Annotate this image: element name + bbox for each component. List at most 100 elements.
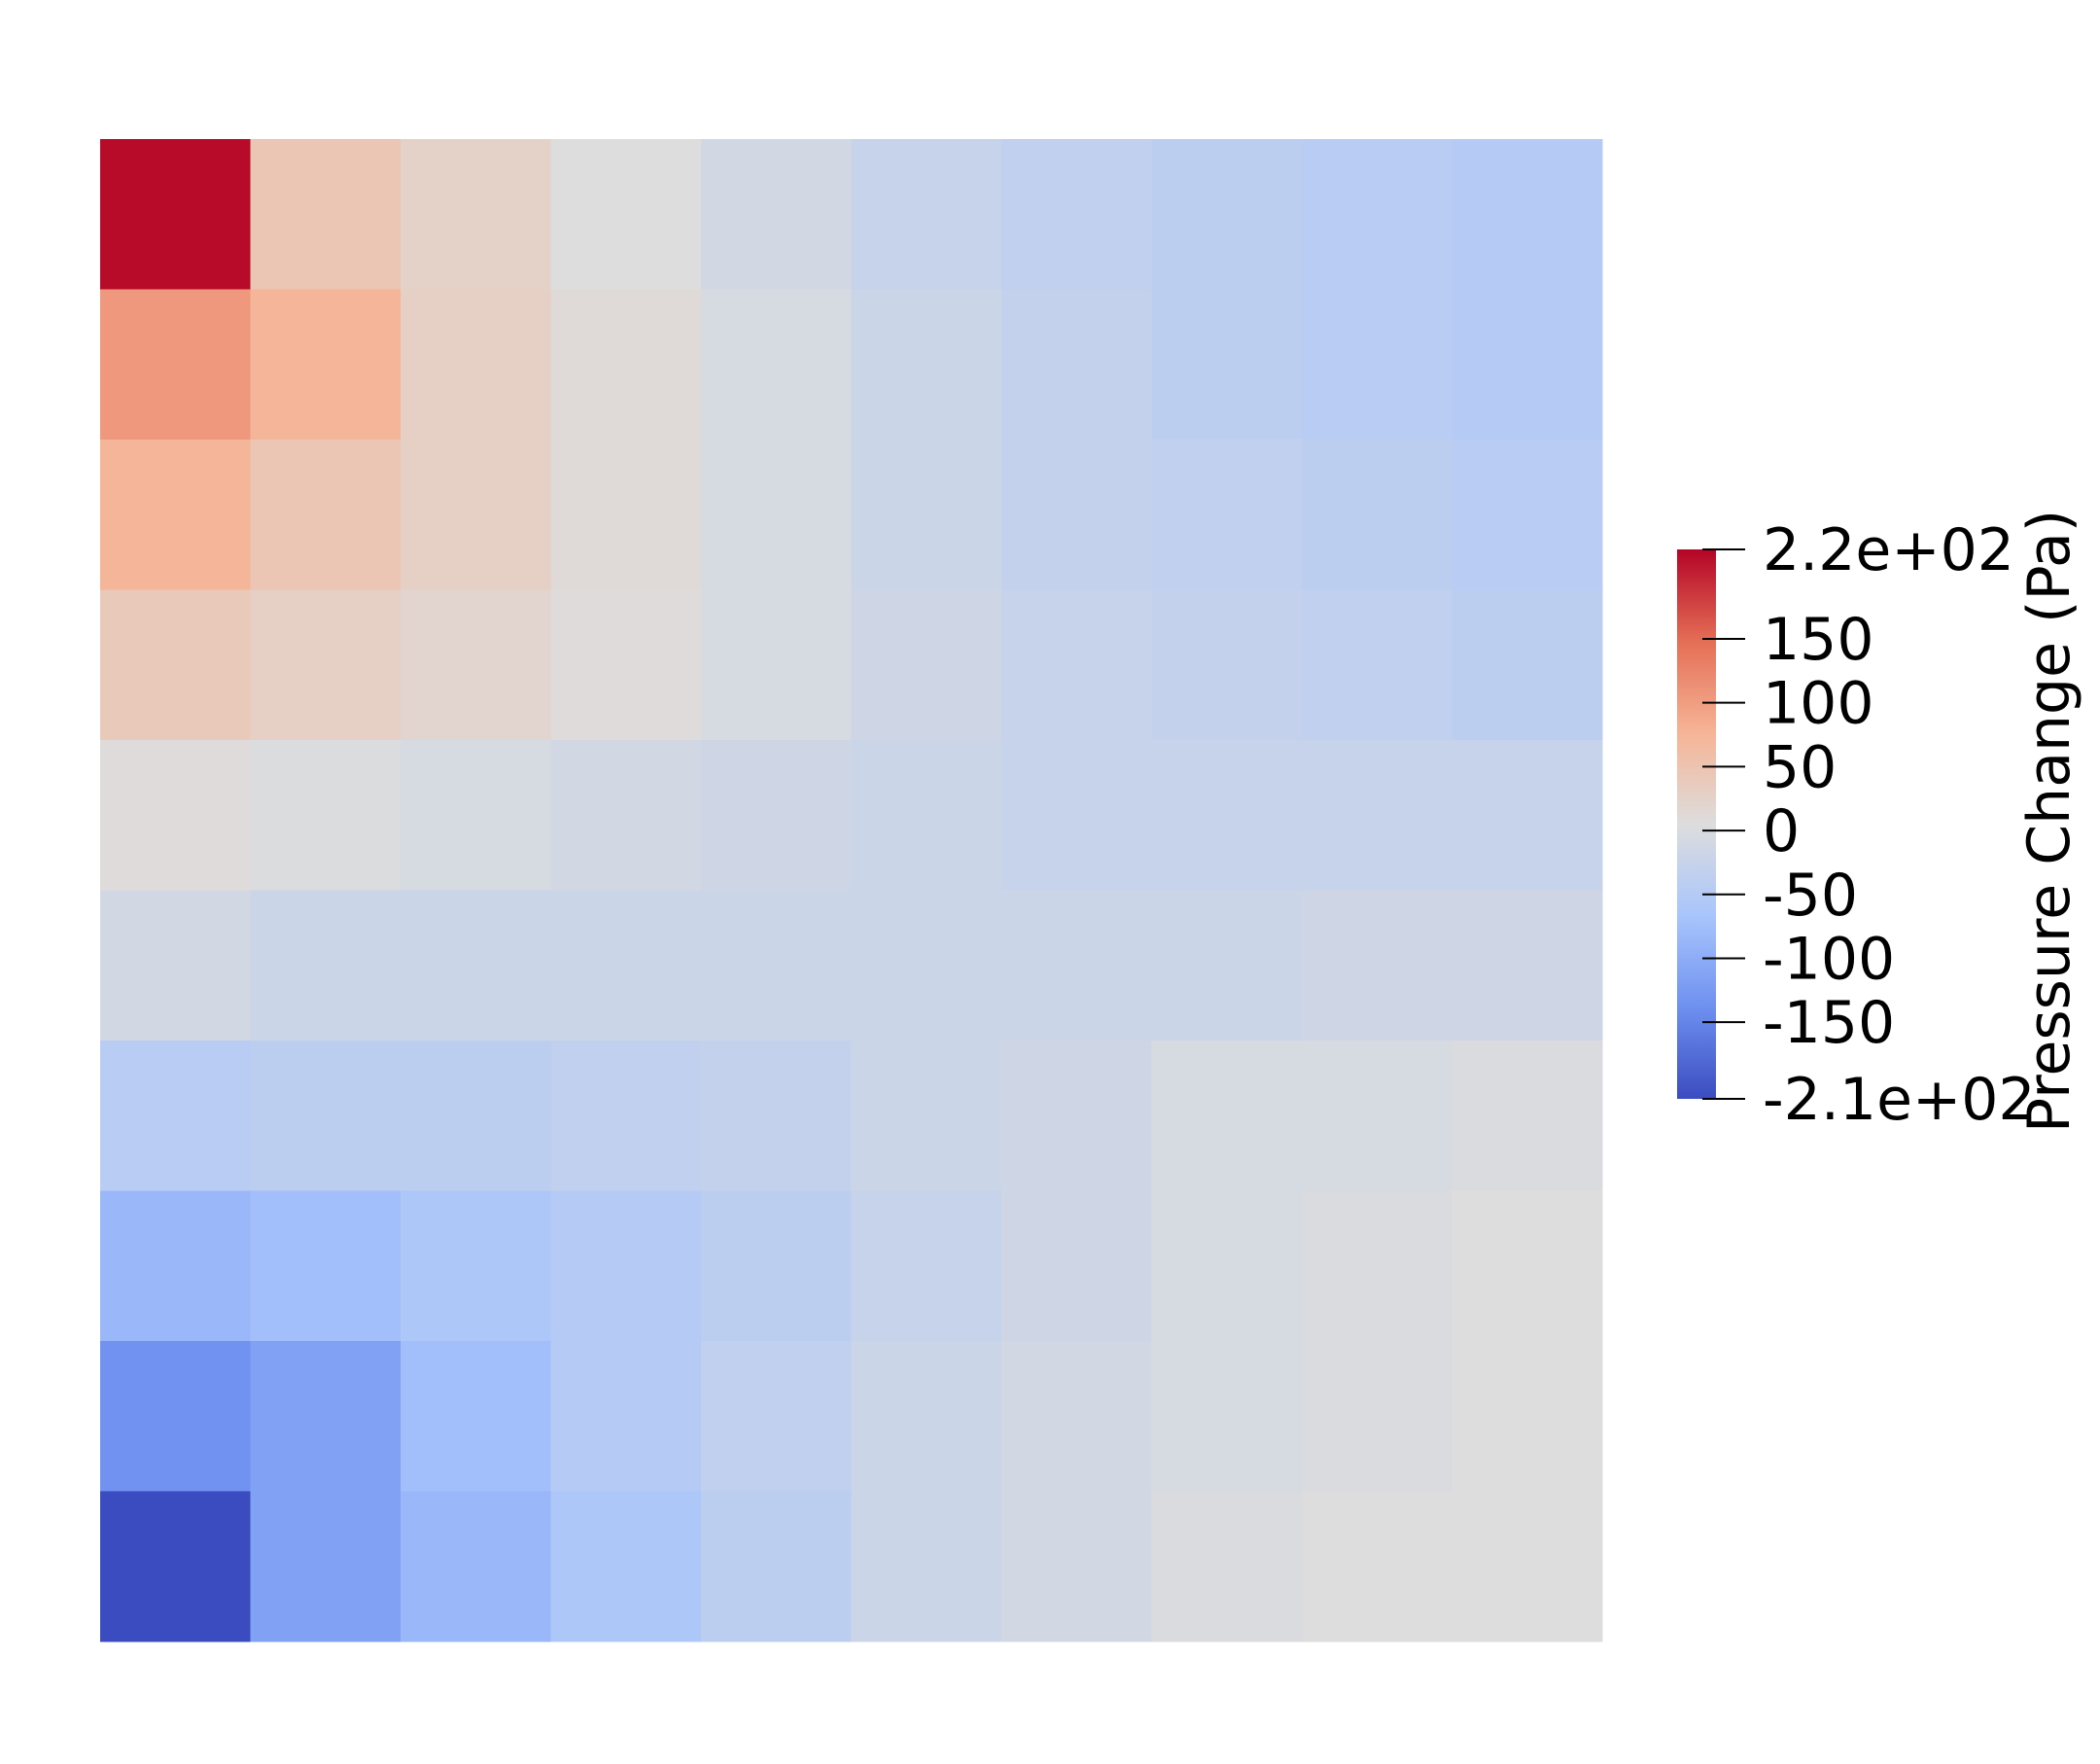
heatmap-cell-r4-c0 bbox=[100, 740, 251, 891]
heatmap-cell-r9-c5 bbox=[851, 1491, 1002, 1642]
heatmap-cell-r8-c7 bbox=[1151, 1341, 1303, 1492]
heatmap-cell-r7-c0 bbox=[100, 1190, 251, 1342]
heatmap-cell-r5-c2 bbox=[401, 890, 551, 1041]
heatmap-cell-r1-c2 bbox=[401, 289, 551, 441]
heatmap-cell-r9-c1 bbox=[250, 1491, 402, 1642]
heatmap-cell-r3-c1 bbox=[250, 589, 402, 741]
heatmap-cell-r1-c1 bbox=[250, 289, 402, 441]
heatmap-cell-r4-c5 bbox=[851, 740, 1002, 891]
heatmap-cell-r4-c9 bbox=[1452, 740, 1603, 891]
colorbar-tick-label: 50 bbox=[1763, 733, 1837, 801]
heatmap-cell-r6-c0 bbox=[100, 1041, 251, 1191]
heatmap-cell-r9-c6 bbox=[1001, 1491, 1152, 1642]
heatmap-cell-r5-c3 bbox=[550, 890, 702, 1041]
heatmap-cell-r5-c1 bbox=[250, 890, 402, 1041]
heatmap-cell-r8-c6 bbox=[1001, 1341, 1152, 1492]
heatmap-cell-r7-c9 bbox=[1452, 1190, 1603, 1342]
heatmap-cells bbox=[100, 139, 1603, 1642]
heatmap-cell-r3-c0 bbox=[100, 589, 251, 741]
heatmap-cell-r1-c0 bbox=[100, 289, 251, 441]
heatmap-cell-r8-c5 bbox=[851, 1341, 1002, 1492]
colorbar-tick-label: -150 bbox=[1763, 989, 1895, 1057]
heatmap-cell-r4-c4 bbox=[701, 740, 852, 891]
heatmap-cell-r5-c4 bbox=[701, 890, 852, 1041]
heatmap-cell-r7-c8 bbox=[1302, 1190, 1452, 1342]
heatmap-cell-r0-c5 bbox=[851, 139, 1002, 290]
heatmap-cell-r6-c1 bbox=[250, 1041, 402, 1191]
heatmap-cell-r4-c7 bbox=[1151, 740, 1303, 891]
heatmap-cell-r3-c4 bbox=[701, 589, 852, 741]
heatmap-cell-r9-c3 bbox=[550, 1491, 702, 1642]
heatmap-cell-r2-c5 bbox=[851, 440, 1002, 590]
heatmap-cell-r0-c9 bbox=[1452, 139, 1603, 290]
colorbar-tick-label: 0 bbox=[1763, 797, 1800, 865]
heatmap-cell-r6-c5 bbox=[851, 1041, 1002, 1191]
heatmap-cell-r5-c6 bbox=[1001, 890, 1152, 1041]
heatmap-cell-r2-c6 bbox=[1001, 440, 1152, 590]
heatmap-cell-r1-c3 bbox=[550, 289, 702, 441]
heatmap-cell-r2-c1 bbox=[250, 440, 402, 590]
colorbar-tick-label: -50 bbox=[1763, 862, 1858, 930]
heatmap-cell-r7-c3 bbox=[550, 1190, 702, 1342]
heatmap-cell-r1-c5 bbox=[851, 289, 1002, 441]
heatmap-cell-r3-c8 bbox=[1302, 589, 1452, 741]
heatmap-cell-r1-c8 bbox=[1302, 289, 1452, 441]
heatmap-cell-r6-c9 bbox=[1452, 1041, 1603, 1191]
heatmap-cell-r0-c1 bbox=[250, 139, 402, 290]
colorbar-tick-label: 2.2e+02 bbox=[1763, 516, 2014, 584]
colorbar-gradient bbox=[1677, 549, 1716, 1099]
heatmap-cell-r9-c7 bbox=[1151, 1491, 1303, 1642]
heatmap-cell-r5-c0 bbox=[100, 890, 251, 1041]
heatmap-cell-r0-c3 bbox=[550, 139, 702, 290]
heatmap-cell-r8-c2 bbox=[401, 1341, 551, 1492]
heatmap-cell-r3-c7 bbox=[1151, 589, 1303, 741]
heatmap-cell-r6-c8 bbox=[1302, 1041, 1452, 1191]
heatmap-cell-r8-c9 bbox=[1452, 1341, 1603, 1492]
colorbar-tick-label: -2.1e+02 bbox=[1763, 1066, 2036, 1134]
heatmap-cell-r2-c4 bbox=[701, 440, 852, 590]
heatmap-cell-r8-c3 bbox=[550, 1341, 702, 1492]
heatmap-cell-r0-c2 bbox=[401, 139, 551, 290]
heatmap-cell-r3-c2 bbox=[401, 589, 551, 741]
heatmap-cell-r5-c7 bbox=[1151, 890, 1303, 1041]
heatmap-cell-r8-c0 bbox=[100, 1341, 251, 1492]
heatmap-cell-r6-c6 bbox=[1001, 1041, 1152, 1191]
colorbar-tick-label: 150 bbox=[1763, 606, 1874, 674]
heatmap-cell-r7-c2 bbox=[401, 1190, 551, 1342]
heatmap-cell-r9-c8 bbox=[1302, 1491, 1452, 1642]
heatmap-cell-r0-c6 bbox=[1001, 139, 1152, 290]
colorbar-tick-label: 100 bbox=[1763, 670, 1874, 738]
heatmap-cell-r1-c4 bbox=[701, 289, 852, 441]
heatmap-cell-r9-c2 bbox=[401, 1491, 551, 1642]
heatmap-cell-r3-c3 bbox=[550, 589, 702, 741]
heatmap-cell-r1-c9 bbox=[1452, 289, 1603, 441]
heatmap-cell-r2-c0 bbox=[100, 440, 251, 590]
heatmap-cell-r7-c5 bbox=[851, 1190, 1002, 1342]
colorbar-tick-label: -100 bbox=[1763, 925, 1895, 993]
heatmap-cell-r6-c3 bbox=[550, 1041, 702, 1191]
heatmap-cell-r1-c6 bbox=[1001, 289, 1152, 441]
heatmap-cell-r4-c3 bbox=[550, 740, 702, 891]
heatmap-cell-r8-c1 bbox=[250, 1341, 402, 1492]
heatmap-cell-r3-c5 bbox=[851, 589, 1002, 741]
heatmap-cell-r7-c4 bbox=[701, 1190, 852, 1342]
heatmap-cell-r3-c9 bbox=[1452, 589, 1603, 741]
heatmap-cell-r9-c4 bbox=[701, 1491, 852, 1642]
heatmap-cell-r7-c7 bbox=[1151, 1190, 1303, 1342]
heatmap-cell-r2-c3 bbox=[550, 440, 702, 590]
heatmap-cell-r5-c5 bbox=[851, 890, 1002, 1041]
heatmap-cell-r4-c2 bbox=[401, 740, 551, 891]
heatmap-cell-r1-c7 bbox=[1151, 289, 1303, 441]
heatmap-cell-r4-c1 bbox=[250, 740, 402, 891]
heatmap-cell-r2-c9 bbox=[1452, 440, 1603, 590]
heatmap-cell-r6-c7 bbox=[1151, 1041, 1303, 1191]
heatmap-cell-r8-c4 bbox=[701, 1341, 852, 1492]
heatmap-cell-r8-c8 bbox=[1302, 1341, 1452, 1492]
heatmap-cell-r5-c9 bbox=[1452, 890, 1603, 1041]
heatmap-cell-r2-c2 bbox=[401, 440, 551, 590]
heatmap-cell-r0-c8 bbox=[1302, 139, 1452, 290]
heatmap-cell-r7-c6 bbox=[1001, 1190, 1152, 1342]
heatmap-cell-r0-c0 bbox=[100, 139, 251, 290]
